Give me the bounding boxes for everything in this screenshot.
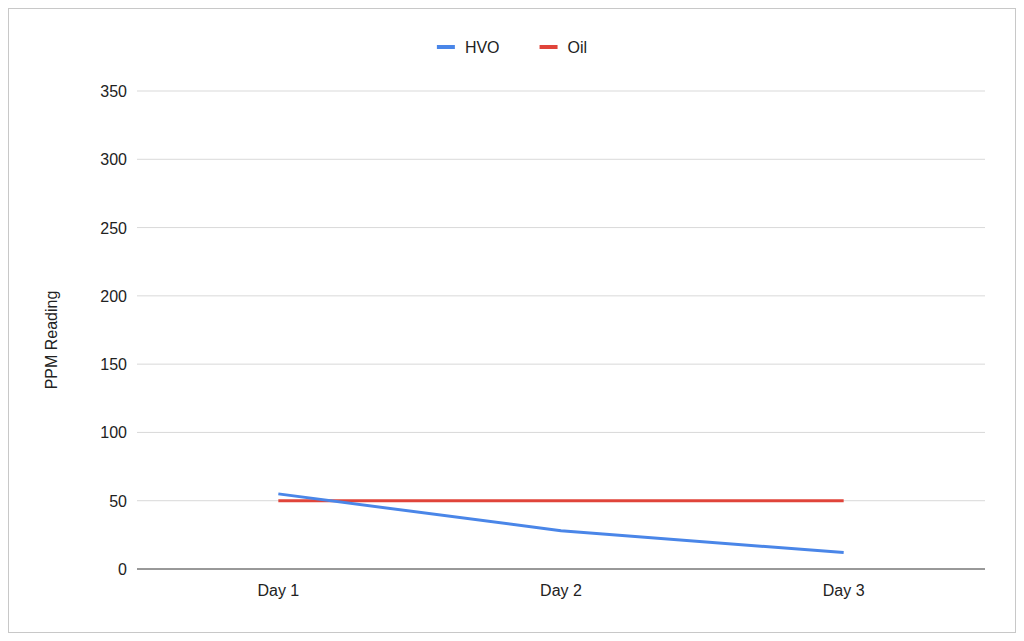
grid-line <box>137 91 985 92</box>
y-tick-label: 0 <box>118 561 127 578</box>
series-line <box>278 499 843 502</box>
y-tick-label: 200 <box>100 288 127 305</box>
grid-line <box>137 159 985 160</box>
grid-line <box>137 364 985 365</box>
y-tick-label: 150 <box>100 356 127 373</box>
x-tick-label: Day 2 <box>540 582 582 599</box>
legend-swatch <box>540 45 558 49</box>
frame <box>9 9 1016 633</box>
y-tick-label: 300 <box>100 151 127 168</box>
series-line <box>278 494 843 553</box>
legend-label: Oil <box>568 39 588 56</box>
plot-marks <box>278 494 843 553</box>
grid-line <box>137 295 985 296</box>
x-axis-line <box>137 569 985 570</box>
x-tick-label: Day 1 <box>257 582 299 599</box>
legend-swatch <box>437 45 455 49</box>
legend: HVO Oil <box>437 39 587 56</box>
y-tick-label: 50 <box>109 493 127 510</box>
grid-line <box>137 227 985 228</box>
y-tick-label: 100 <box>100 424 127 441</box>
y-axis-title: PPM Reading <box>43 291 60 390</box>
x-tick-label: Day 3 <box>823 582 865 599</box>
chart: 0 50 100 150 200 250 300 350 PPM Reading Day 1 Day… <box>0 0 1024 641</box>
y-tick-label: 350 <box>100 83 127 100</box>
grid-line <box>137 500 985 501</box>
grid-line <box>137 432 985 433</box>
legend-label: HVO <box>465 39 500 56</box>
y-tick-label: 250 <box>100 220 127 237</box>
